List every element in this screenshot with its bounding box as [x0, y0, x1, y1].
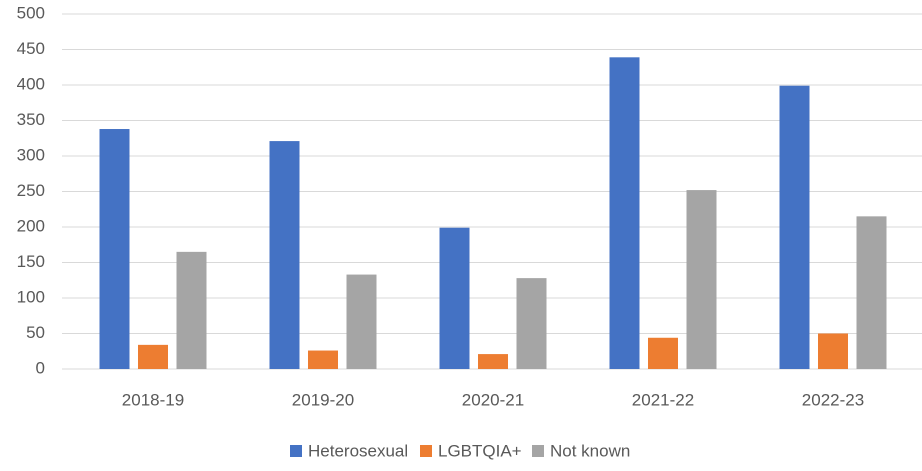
bar — [269, 141, 300, 369]
y-tick-label: 150 — [17, 252, 45, 271]
bar — [648, 337, 678, 369]
bar — [478, 354, 508, 369]
bar — [856, 216, 887, 369]
bar — [176, 251, 207, 369]
x-tick-label: 2020-21 — [462, 390, 524, 409]
bar — [99, 129, 130, 369]
bar — [138, 344, 168, 369]
y-tick-label: 50 — [26, 323, 45, 342]
bar — [779, 85, 810, 370]
y-tick-label: 100 — [17, 287, 45, 306]
bar — [439, 227, 470, 369]
y-tick-label: 500 — [17, 3, 45, 22]
legend-label: LGBTQIA+ — [438, 441, 522, 460]
x-tick-label: 2019-20 — [292, 390, 354, 409]
y-tick-label: 450 — [17, 39, 45, 58]
y-tick-label: 200 — [17, 216, 45, 235]
legend-label: Not known — [550, 441, 630, 460]
y-tick-label: 350 — [17, 110, 45, 129]
y-tick-label: 300 — [17, 145, 45, 164]
y-tick-label: 0 — [36, 358, 45, 377]
bar — [308, 350, 338, 369]
bar — [516, 278, 547, 369]
bar — [686, 190, 717, 369]
bar — [818, 333, 848, 369]
legend-label: Heterosexual — [308, 441, 408, 460]
x-tick-label: 2018-19 — [122, 390, 184, 409]
legend-swatch — [532, 445, 544, 457]
x-tick-label: 2021-22 — [632, 390, 694, 409]
x-tick-label: 2022-23 — [802, 390, 864, 409]
y-tick-label: 250 — [17, 181, 45, 200]
legend-swatch — [290, 445, 302, 457]
y-tick-label: 400 — [17, 74, 45, 93]
legend-swatch — [420, 445, 432, 457]
bar — [346, 274, 377, 369]
bar — [609, 57, 640, 370]
